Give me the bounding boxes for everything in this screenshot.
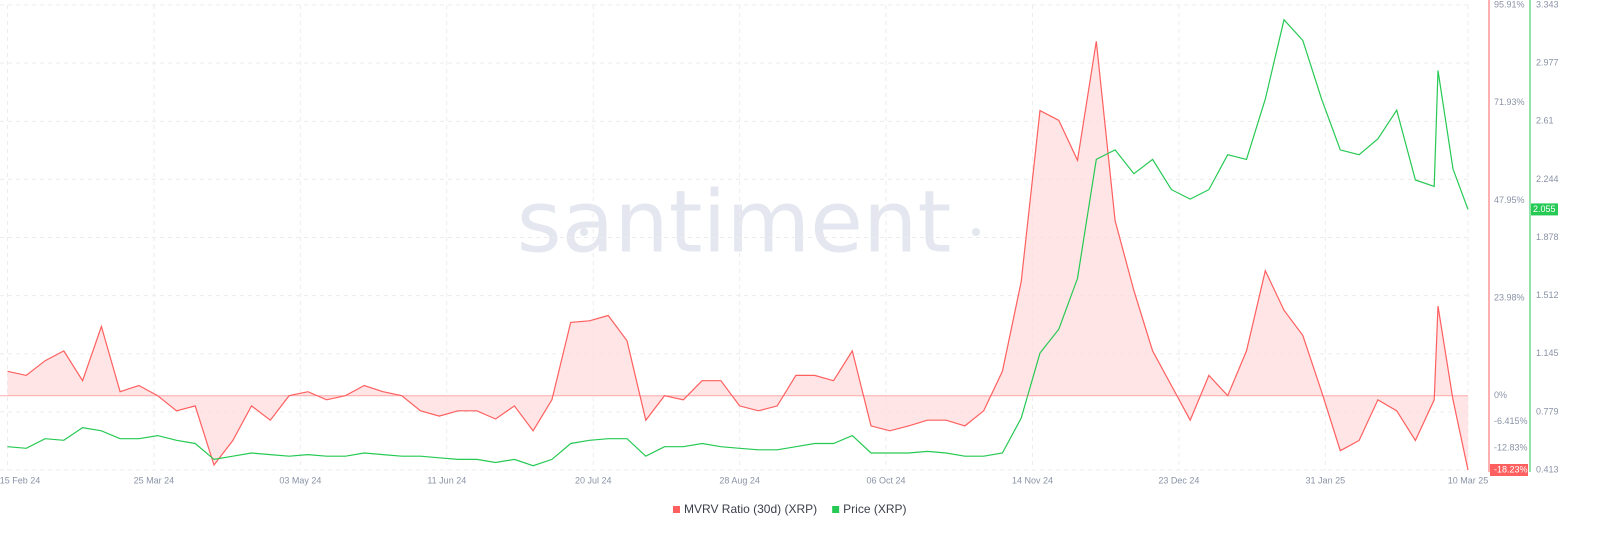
line [7,18,1469,467]
x-tick-label: 03 May 24 [279,475,321,485]
last-value-box [1531,203,1558,216]
y2-tick-label: 0.413 [1536,464,1559,474]
x-tick-label: 06 Oct 24 [867,475,906,485]
y-tick-label: 95.91% [1494,0,1525,9]
line [7,41,1469,471]
x-tick-label: 11 Jun 24 [427,475,466,485]
y2-tick-label: 0.779 [1536,406,1559,416]
x-tick-label: 28 Aug 24 [719,475,760,485]
x-tick-label: 15 Feb 24 [0,475,40,485]
y2-tick-label: 2.244 [1536,174,1559,184]
y-tick-label: -18.23% [1494,464,1528,474]
y-tick-label: -12.83% [1494,442,1528,452]
y-tick-label: 47.95% [1494,195,1525,205]
x-tick-label: 25 Mar 24 [134,475,175,485]
y2-tick-label: 1.145 [1536,348,1559,358]
watermark-dot [580,228,588,236]
legend-label: Price (XRP) [843,502,906,516]
y-tick-label: 71.93% [1494,97,1525,107]
x-tick-label: 10 Mar 25 [1448,475,1489,485]
legend-swatch [832,506,840,513]
y2-tick-label: 1.512 [1536,290,1559,300]
legend-swatch [673,506,680,513]
watermark: santiment [517,172,952,272]
y-tick-label: -6.415% [1494,416,1528,426]
x-tick-label: 23 Dec 24 [1158,475,1199,485]
last-value-box [1490,464,1528,476]
y2-tick-label: 2.977 [1536,57,1559,67]
y2-tick-label: 2.61 [1536,116,1554,126]
x-tick-label: 14 Nov 24 [1012,475,1053,485]
x-tick-label: 31 Jan 25 [1306,475,1346,485]
y-tick-label: 23.98% [1494,292,1525,302]
legend-label: MVRV Ratio (30d) (XRP) [684,502,817,516]
x-tick-label: 20 Jul 24 [575,475,612,485]
area [7,41,1468,471]
watermark-dot [972,228,980,236]
y2-tick-label: 1.878 [1536,232,1559,242]
y-tick-label: 0% [1494,390,1507,400]
y2-tick-label: 3.343 [1536,0,1559,9]
last-value-label: 2.055 [1533,204,1556,214]
